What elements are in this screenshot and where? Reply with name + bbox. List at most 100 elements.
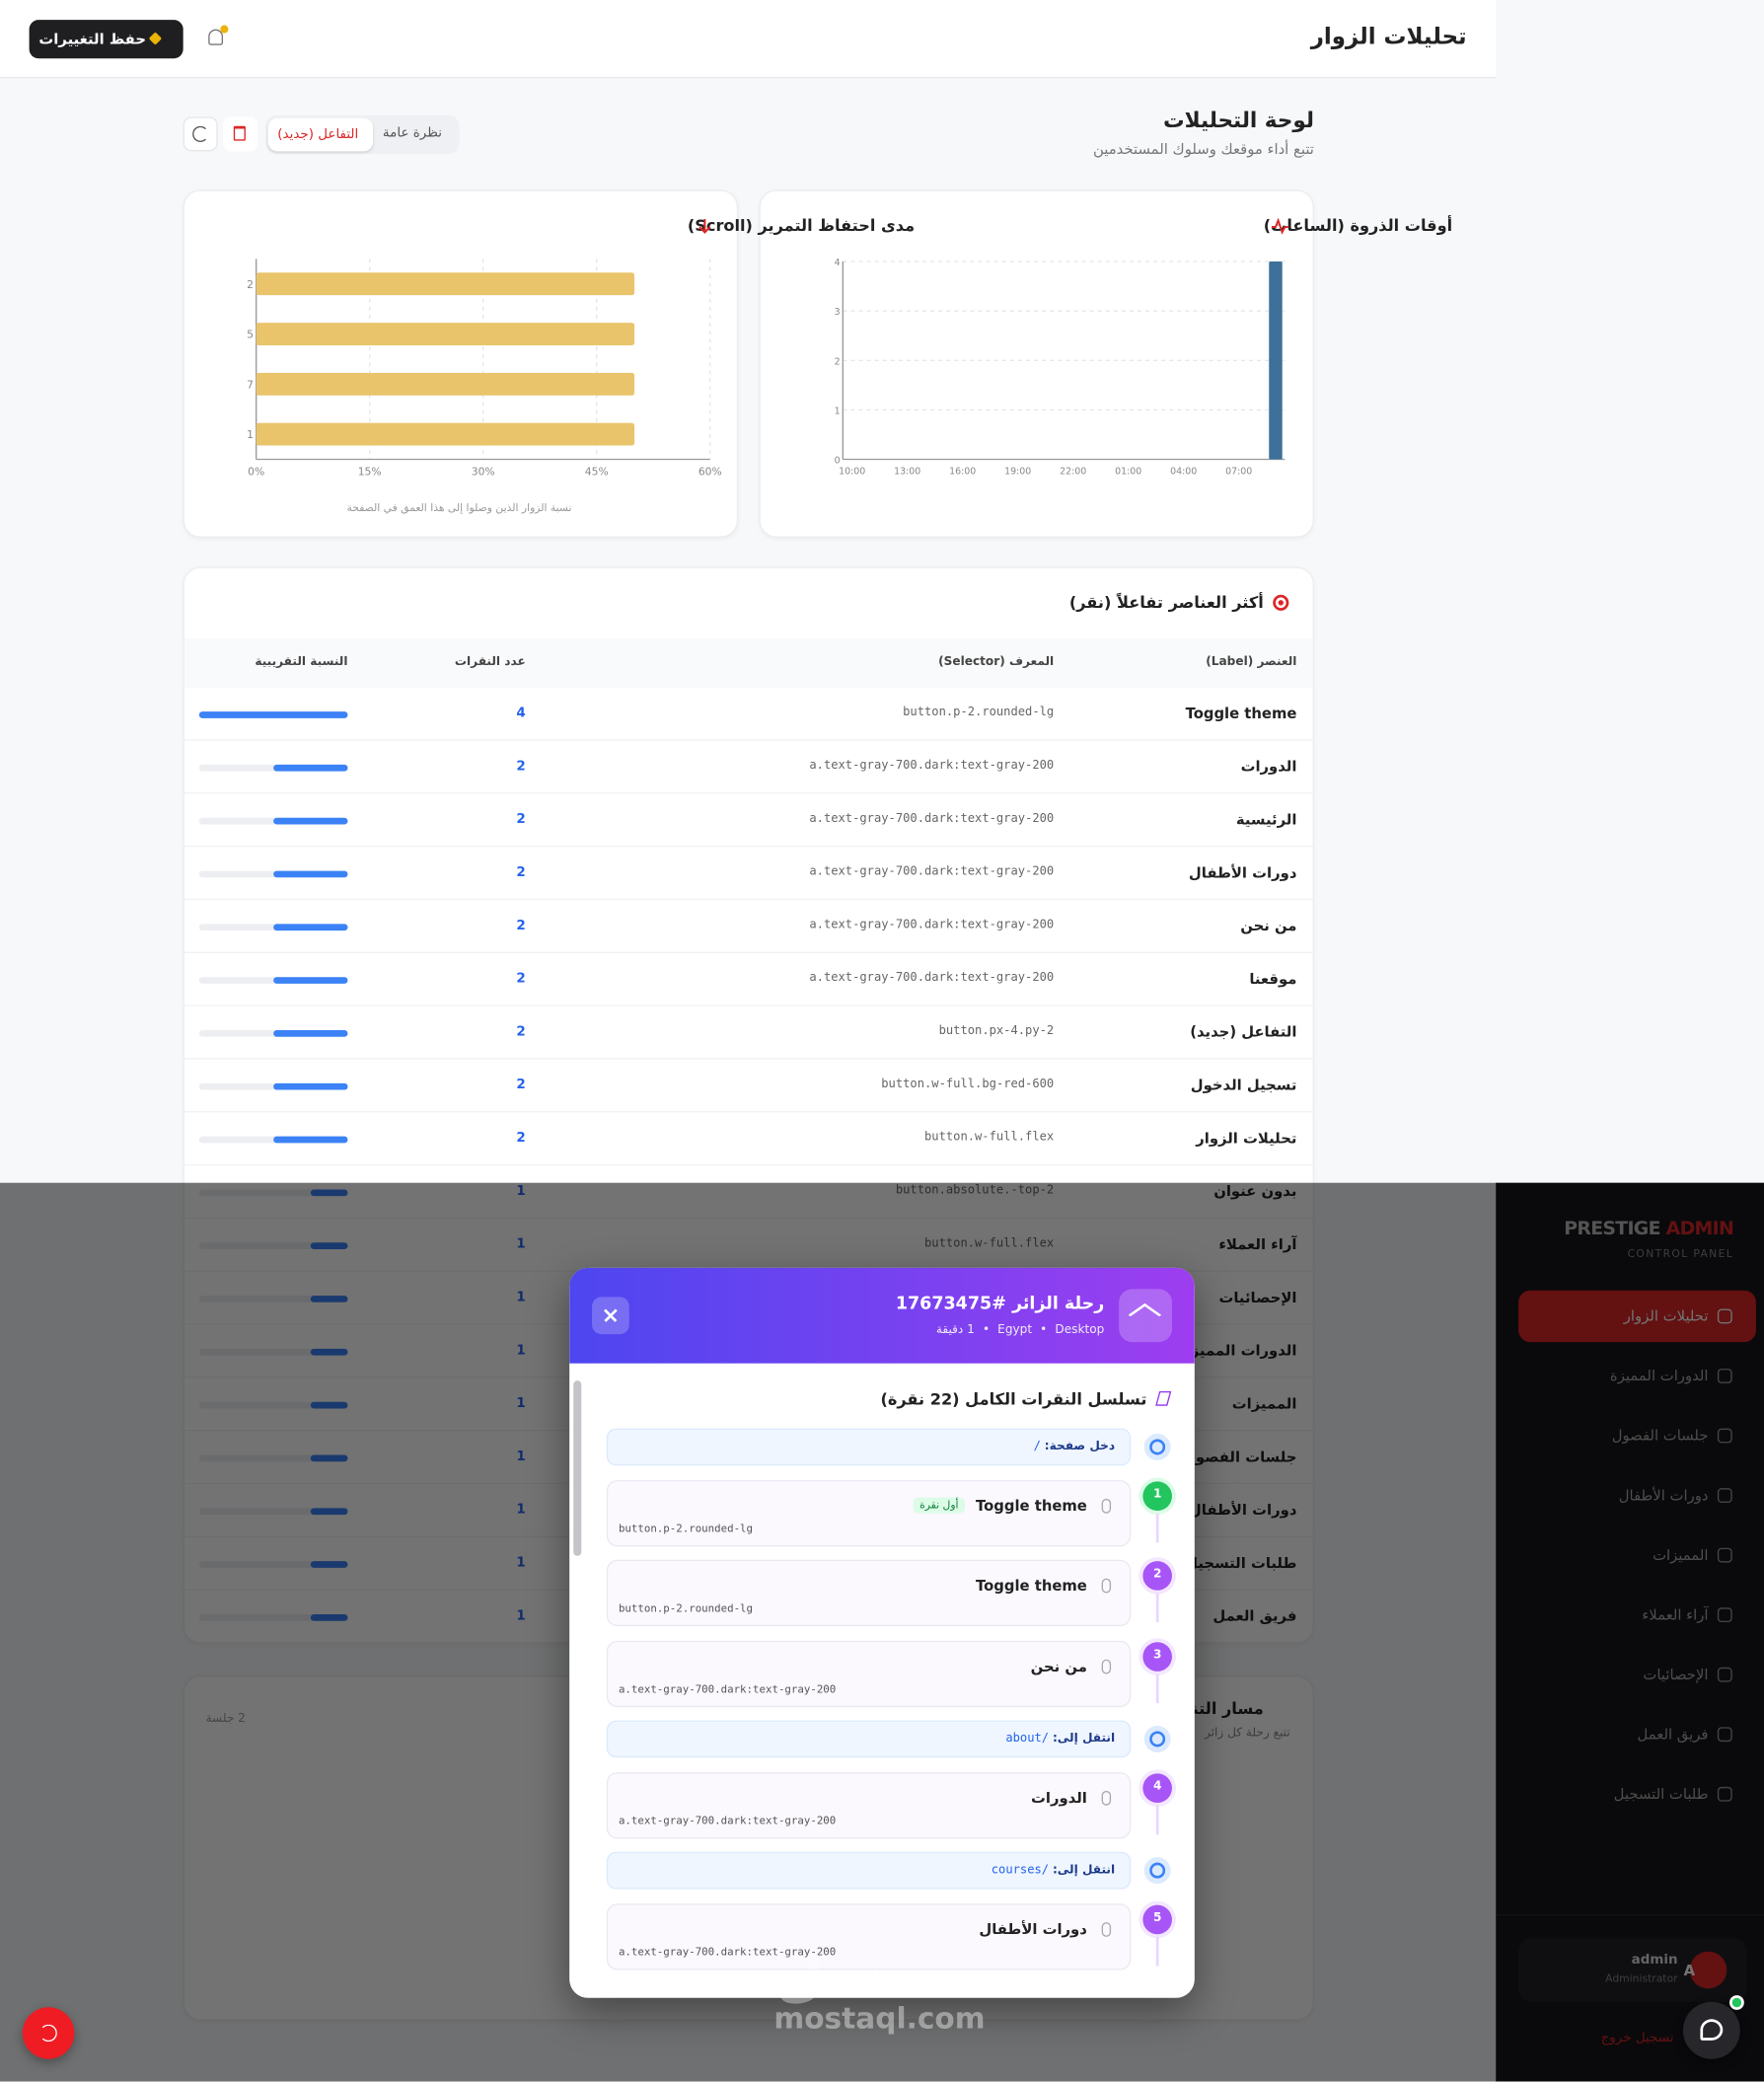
x-tick-label: 19:00 (1004, 466, 1031, 477)
row-divider (184, 898, 1313, 901)
bar-track (198, 977, 348, 984)
y-tick-label: 7 (247, 378, 254, 391)
y-tick-label: 3 (835, 307, 841, 318)
column-header: المعرف (Selector) (938, 655, 1055, 670)
y-tick-label: 1 (835, 406, 841, 416)
x-tick-label: 60% (698, 466, 722, 479)
delete-button[interactable] (223, 116, 258, 152)
watermark-arabic: مستقل (776, 1947, 971, 2009)
page-step-path: / (1033, 1440, 1041, 1454)
page-step-text: انتقل إلى: /about (1005, 1733, 1115, 1746)
refresh-icon (192, 125, 209, 142)
row-selector: button.p-2.rounded-lg (903, 706, 1055, 720)
tab-active-label: التفاعل (جديد) (277, 127, 359, 142)
bar-track (198, 1136, 348, 1144)
row-clicks: 2 (516, 1078, 526, 1093)
timeline-line (1155, 1593, 1159, 1623)
watermark-latin: mostaql.com (773, 2003, 986, 2037)
x-tick-label: 01:00 (1115, 466, 1141, 477)
scrollbar (573, 1380, 582, 1556)
meta-duration: 1 دقيقة (935, 1323, 975, 1337)
row-selector: a.text-gray-700.dark:text-gray-200 (809, 865, 1055, 879)
click-step: Toggle theme button.p-2.rounded-lg (606, 1559, 1132, 1627)
bell-icon[interactable] (208, 29, 224, 45)
mouse-icon (1101, 1659, 1112, 1673)
step-number-badge: 3 (1142, 1641, 1172, 1672)
x-tick-label: 04:00 (1170, 466, 1197, 477)
x-tick-label: 16:00 (949, 466, 976, 477)
mouse-icon (1101, 1921, 1112, 1937)
scroll-chart-card (183, 189, 739, 538)
click-step: الدورات a.text-gray-700.dark:text-gray-20… (606, 1771, 1132, 1838)
chart-title: مدى احتفاظ التمرير (Scroll) (688, 216, 915, 235)
pin-icon (1143, 1434, 1171, 1460)
row-selector: button.px-4.py-2 (938, 1024, 1055, 1039)
page-step-text: انتقل إلى: /courses (992, 1864, 1115, 1877)
row-divider (184, 739, 1313, 741)
x-tick-label: 15% (358, 466, 382, 479)
step-number-badge: 2 (1142, 1561, 1172, 1591)
page-step: دخل صفحة: / (606, 1428, 1132, 1466)
chat-button[interactable] (1682, 2001, 1740, 2059)
click-selector: button.p-2.rounded-lg (618, 1601, 754, 1614)
first-click-badge: أول نقرة (913, 1496, 966, 1514)
tab[interactable]: نظرة عامة (382, 125, 443, 141)
share-button[interactable] (22, 2007, 75, 2059)
column-header: النسبة التقريبية (255, 655, 348, 670)
row-clicks: 2 (516, 971, 526, 987)
click-selector: a.text-gray-700.dark:text-gray-200 (618, 1682, 837, 1695)
row-clicks: 4 (516, 706, 526, 721)
page-step-path: /about (1005, 1732, 1050, 1747)
row-divider (184, 951, 1313, 953)
row-label: موقعنا (1249, 970, 1297, 988)
bar-track (198, 764, 348, 772)
page-step-path: /courses (991, 1863, 1050, 1878)
row-clicks: 2 (516, 918, 526, 933)
save-button[interactable]: حفظ التغييرات (29, 20, 184, 59)
bar (256, 272, 635, 296)
meta-sep: • (1040, 1323, 1048, 1337)
row-selector: a.text-gray-700.dark:text-gray-200 (809, 759, 1055, 774)
bar-track (198, 1030, 348, 1037)
page-step-label: انتقل إلى: (1052, 1863, 1116, 1878)
bar-fill (273, 870, 348, 878)
modal: رحلة الزائر #17673475 Desktop • Egypt • 1 دقي… (569, 1267, 1195, 1998)
bar-fill (273, 924, 348, 931)
timeline-line (1155, 1805, 1159, 1834)
x-tick-label: 22:00 (1060, 466, 1086, 477)
tab-group: نظرة عامة التفاعل (جديد) (265, 115, 460, 155)
refresh-button[interactable] (183, 116, 218, 152)
pin-icon (1143, 1725, 1171, 1752)
meta-device: Desktop (1055, 1323, 1105, 1337)
chart-caption: نسبة الزوار الذين وصلوا إلى هذا العمق في… (347, 501, 572, 514)
x-tick-label: 13:00 (894, 466, 920, 477)
mouse-icon (1101, 1498, 1112, 1514)
bar (1269, 261, 1283, 460)
y-tick-label: 5 (247, 329, 254, 341)
click-step: دورات الأطفال a.text-gray-700.dark:text-g… (606, 1902, 1132, 1970)
page-step: انتقل إلى: /courses (606, 1851, 1132, 1890)
step-number: 5 (1152, 1910, 1162, 1925)
tab-active[interactable]: التفاعل (جديد) (267, 117, 374, 152)
close-button[interactable] (592, 1297, 629, 1335)
share-icon (39, 2024, 57, 2043)
row-label: تسجيل الدخول (1190, 1077, 1297, 1094)
x-tick-label: 0% (248, 466, 264, 479)
pin-icon (1143, 1857, 1171, 1885)
y-tick-label: 1 (247, 428, 254, 441)
row-divider (184, 792, 1313, 794)
column-header: عدد النقرات (454, 655, 526, 670)
peak-chart-card (759, 189, 1314, 538)
trash-icon (233, 125, 246, 141)
page-step-label: انتقل إلى: (1052, 1732, 1116, 1747)
modal-header: رحلة الزائر #17673475 Desktop • Egypt • 1 دقي… (569, 1267, 1195, 1364)
row-clicks: 2 (516, 1024, 526, 1040)
row-label: Toggle theme (1185, 705, 1297, 722)
bar-fill (273, 764, 348, 772)
bar (256, 422, 635, 446)
bar-fill (273, 817, 348, 825)
page-step-text: دخل صفحة: / (1034, 1441, 1115, 1453)
bar (256, 323, 635, 345)
row-divider (184, 1163, 1313, 1166)
